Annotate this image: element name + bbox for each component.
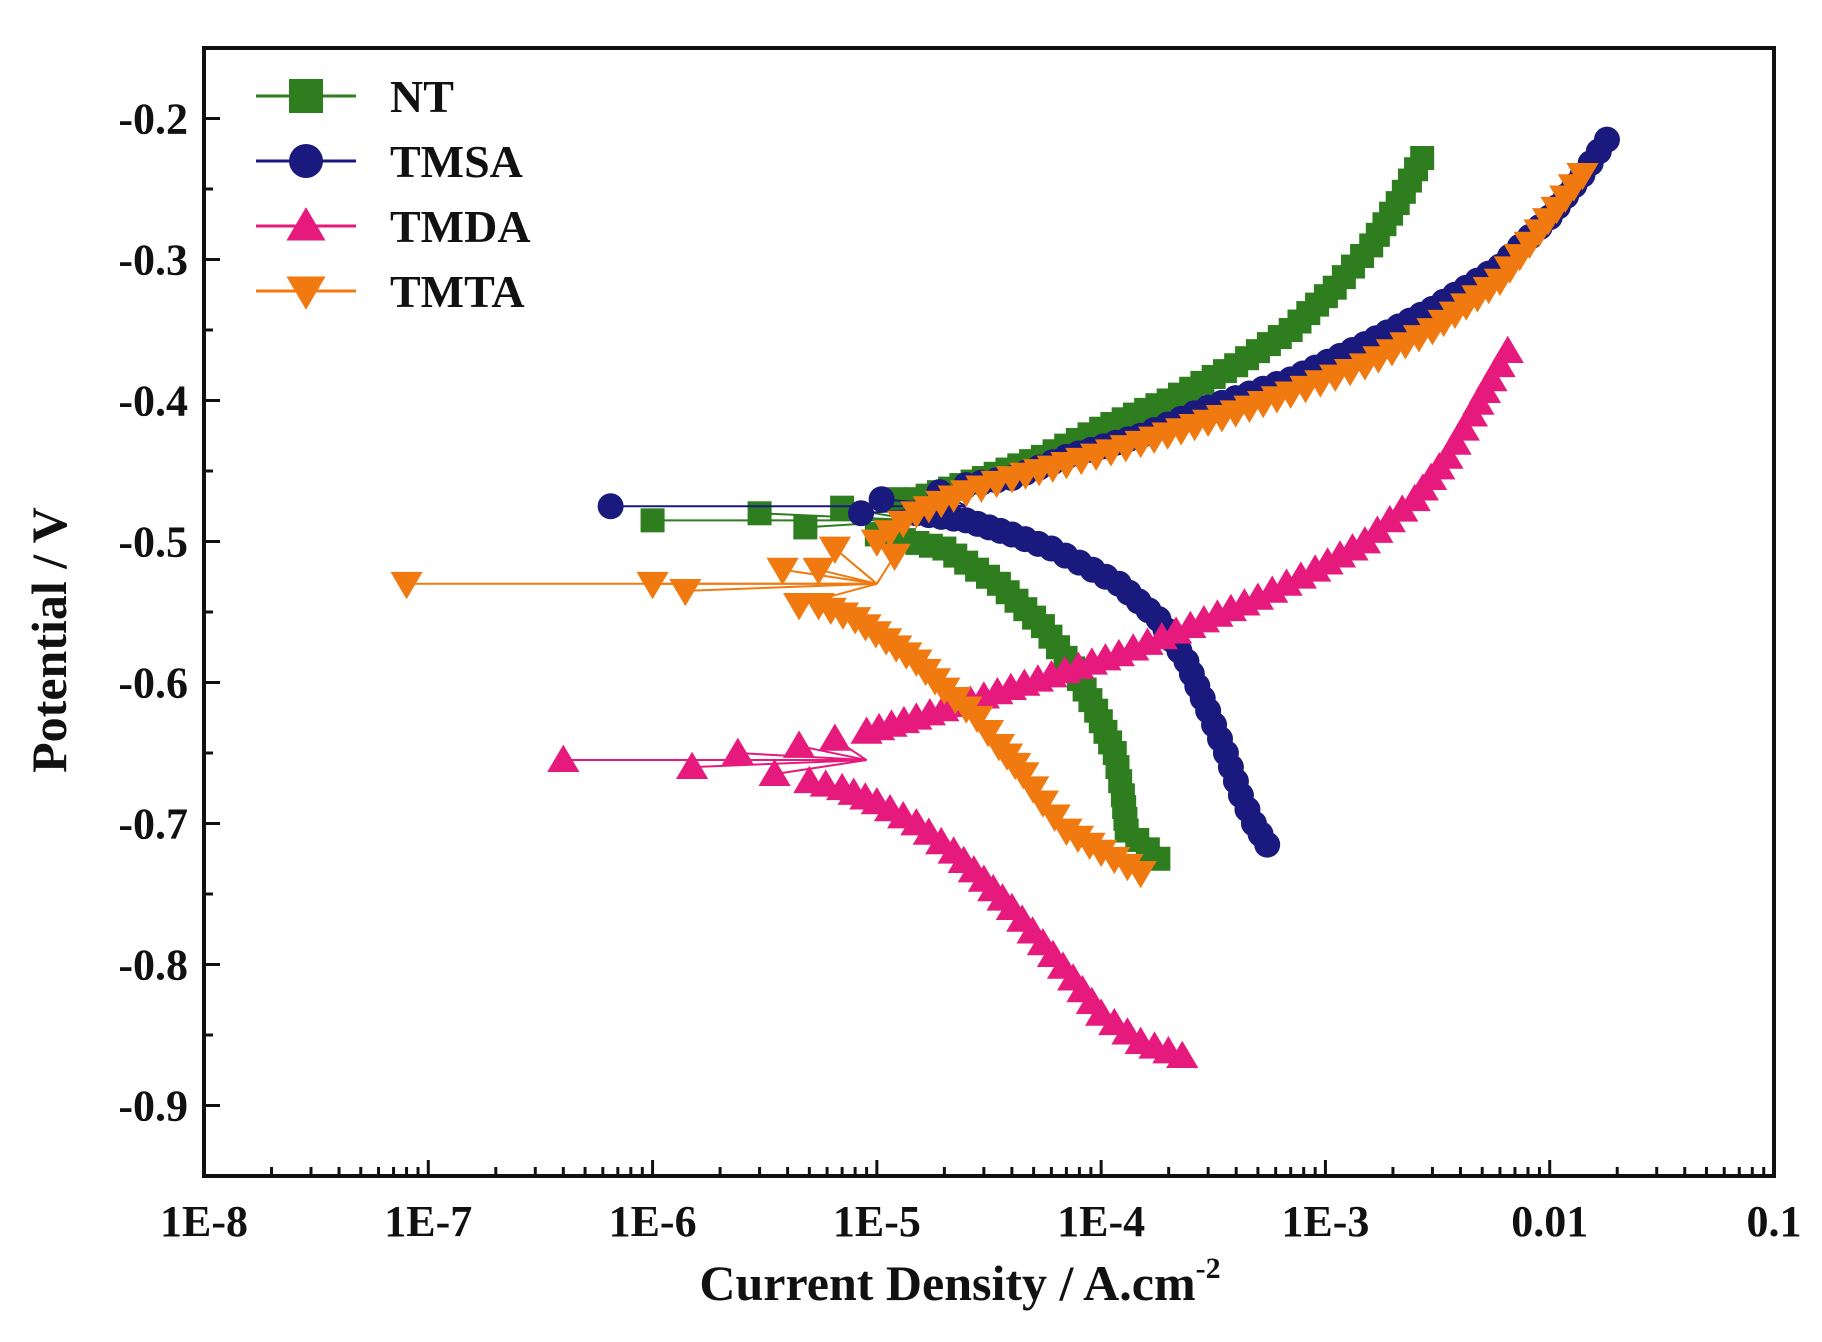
x-axis-title: Current Density / A.cm-2 (699, 1252, 1220, 1311)
series-tmta-connector (685, 582, 877, 592)
y-tick-label: -0.4 (118, 377, 188, 426)
series-tmda-marker (1323, 540, 1357, 568)
series-tmda-marker (1256, 575, 1289, 603)
y-tick-label: -0.9 (118, 1082, 188, 1131)
series-tmda-connector (798, 744, 867, 762)
series-nt-marker (640, 508, 665, 533)
series-tmda-connector (774, 759, 867, 776)
series-tmta-marker (1098, 846, 1131, 875)
legend-label: TMTA (390, 266, 525, 317)
series-tmda-marker (721, 737, 754, 765)
x-axis-title-text: Current Density / A.cm (699, 1255, 1195, 1311)
series-nt-anodic-line (916, 157, 1424, 501)
series-tmta-marker (961, 705, 994, 734)
legend-entry-tmda: TMDA (256, 201, 531, 252)
series-tmsa-marker (1254, 831, 1281, 858)
series-tmta-marker (1017, 776, 1050, 804)
series-tmda-marker (1475, 363, 1508, 392)
series-tmda-marker (1241, 582, 1275, 610)
series-tmta-marker (1124, 860, 1157, 889)
y-tick-label: -0.5 (118, 518, 188, 567)
series-tmda-marker (1483, 349, 1516, 378)
legend-entry-tmta: TMTA (256, 266, 525, 317)
series-tmta-marker (766, 557, 799, 586)
series-tmta-marker (1085, 839, 1118, 868)
series-tmda-marker (818, 723, 851, 751)
legend-label: NT (390, 71, 454, 122)
series-tmta-marker (802, 557, 835, 586)
series-tmda-marker (1336, 533, 1369, 561)
axis-ticks (202, 46, 1776, 1178)
legend-entry-nt: NT (256, 71, 454, 122)
legend-marker (286, 207, 326, 241)
series-tmda-connector (692, 759, 867, 769)
series-tmta-marker (390, 571, 423, 600)
series-tmda-marker (782, 730, 816, 758)
series-tmda-marker (1299, 554, 1332, 582)
series-tmsa-marker (868, 486, 895, 513)
series-tmda-marker (675, 751, 709, 779)
legend-marker (286, 276, 326, 310)
legend: NT TMSA TMDA TMTA (256, 71, 531, 317)
series-tmda-marker (1491, 335, 1524, 364)
series-tmta-marker (971, 719, 1005, 748)
series-tmta-marker (1007, 762, 1040, 790)
series-tmta (390, 163, 1599, 889)
x-axis-title-superscript: -2 (1196, 1252, 1221, 1285)
legend-marker (289, 79, 323, 113)
series-tmta-connector (818, 568, 878, 585)
series-tmta-marker (636, 571, 669, 600)
series-tmda-marker (1311, 547, 1344, 575)
series-nt-marker (793, 515, 818, 540)
series-tmda-marker (547, 744, 580, 772)
series-tmsa-anodic-line (965, 139, 1608, 487)
y-tick-labels: -0.2 -0.3 -0.4 -0.5 -0.6 -0.7 -0.8 -0.9 (118, 95, 188, 1131)
series-tmsa-marker (848, 500, 875, 527)
series-tmda-marker (1431, 441, 1464, 469)
series-nt-marker (1410, 145, 1435, 170)
series-tmda-marker (1284, 561, 1317, 589)
x-tick-label: 1E-7 (384, 1197, 472, 1246)
x-tick-label: 1E-3 (1281, 1197, 1369, 1246)
series-tmta-marker (878, 543, 911, 571)
legend-label: TMDA (390, 201, 531, 252)
y-axis-title: Potential / V (21, 507, 77, 773)
x-tick-label: 1E-8 (160, 1197, 248, 1246)
y-tick-label: -0.7 (118, 800, 188, 849)
series-tmsa-marker (1593, 126, 1620, 153)
series-tmta-marker (1038, 804, 1071, 832)
legend-label: TMSA (390, 136, 523, 187)
x-tick-label: 1E-5 (833, 1197, 921, 1246)
series-tmsa-marker (597, 493, 624, 520)
legend-marker (289, 144, 323, 178)
series-nt (640, 145, 1435, 871)
series-nt-marker (747, 501, 772, 526)
x-tick-label: 0.1 (1747, 1197, 1802, 1246)
series-tmda-marker (1270, 568, 1303, 596)
series-tmta-marker (818, 536, 851, 564)
series-tmda-marker (1447, 413, 1480, 441)
series-tmta-connector (834, 547, 878, 585)
y-tick-label: -0.6 (118, 659, 188, 708)
y-tick-label: -0.8 (118, 941, 188, 990)
series-layer (390, 126, 1620, 1069)
x-tick-label: 1E-4 (1057, 1197, 1145, 1246)
series-tmta-marker (1111, 853, 1144, 882)
series-tmda-marker (1439, 427, 1472, 455)
x-tick-label: 1E-6 (609, 1197, 697, 1246)
legend-entry-tmsa: TMSA (256, 136, 523, 187)
x-tick-label: 0.01 (1511, 1197, 1588, 1246)
series-tmta-connector (782, 568, 878, 585)
y-tick-label: -0.2 (118, 95, 188, 144)
series-tmta-marker (1566, 163, 1599, 191)
series-tmta-marker (669, 578, 702, 607)
y-tick-label: -0.3 (118, 236, 188, 285)
x-tick-labels: 1E-8 1E-7 1E-6 1E-5 1E-4 1E-3 0.01 0.1 (160, 1197, 1802, 1246)
series-tmta-marker (1026, 790, 1060, 818)
series-tmda-marker (758, 758, 791, 787)
series-tmda-marker (1166, 1040, 1199, 1069)
